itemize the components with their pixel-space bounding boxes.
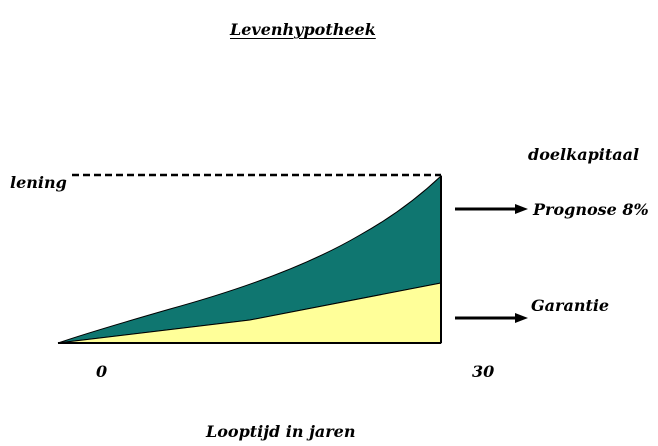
x-axis-label: Looptijd in jaren	[206, 422, 356, 441]
diagram-title: Levenhypotheek	[230, 20, 376, 39]
garantie-arrow	[455, 313, 528, 323]
lening-label: lening	[10, 173, 67, 192]
x-tick-0: 0	[96, 362, 108, 381]
prognose-arrow	[455, 204, 528, 214]
x-tick-30: 30	[472, 362, 495, 381]
prognose-label: Prognose 8%	[533, 200, 649, 219]
doelkapitaal-label: doelkapitaal	[528, 145, 640, 164]
garantie-label: Garantie	[531, 296, 610, 315]
